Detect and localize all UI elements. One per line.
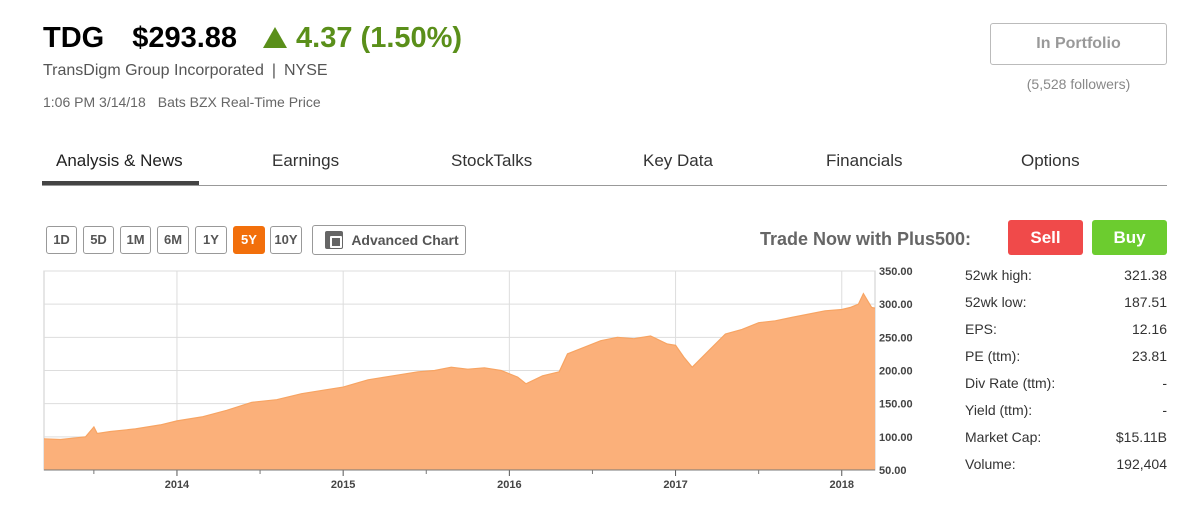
stat-row-eps: EPS: 12.16 (965, 319, 1167, 346)
stat-label: EPS: (965, 321, 997, 337)
x-tick-label: 2018 (830, 479, 854, 491)
x-tick-label: 2015 (331, 479, 355, 491)
range-button-1d[interactable]: 1D (46, 226, 77, 254)
price-chart[interactable]: 350.00 300.00 250.00 200.00 150.00 100.00 50.0… (40, 262, 920, 500)
expand-icon (325, 231, 344, 249)
tab-key-data[interactable]: Key Data (643, 151, 713, 170)
tab-stocktalks[interactable]: StockTalks (451, 151, 533, 170)
price-line (43, 292, 876, 441)
quote-time-info: 1:06 PM 3/14/18 Bats BZX Real-Time Price (43, 94, 321, 110)
chart-axes: 350.00 300.00 250.00 200.00 150.00 100.00 50.0… (44, 266, 913, 491)
range-button-10y[interactable]: 10Y (270, 226, 302, 254)
advanced-chart-button[interactable]: Advanced Chart (312, 225, 466, 255)
stat-value: - (1162, 402, 1167, 418)
x-tick-label: 2017 (663, 479, 687, 491)
ticker-symbol: TDG (43, 22, 105, 54)
company-name: TransDigm Group Incorporated (43, 62, 264, 79)
stat-label: 52wk high: (965, 267, 1032, 283)
stat-label: PE (ttm): (965, 348, 1021, 364)
separator: | (271, 62, 276, 79)
tab-analysis-news[interactable]: Analysis & News (56, 151, 183, 170)
quote-header: TDG $293.88 4.37 (1.50%) (43, 22, 462, 55)
stat-label: Yield (ttm): (965, 402, 1033, 418)
stat-row-52wk-high: 52wk high: 321.38 (965, 265, 1167, 292)
stat-value: 12.16 (1131, 321, 1167, 337)
range-button-1y[interactable]: 1Y (195, 226, 227, 254)
stat-value: 187.51 (1124, 294, 1167, 310)
section-tabs: Analysis & News Earnings StockTalks Key … (42, 140, 1167, 186)
tab-options[interactable]: Options (1021, 151, 1080, 170)
y-tick-label: 200.00 (879, 366, 913, 378)
company-info: TransDigm Group Incorporated | NYSE (43, 62, 328, 80)
y-tick-label: 50.00 (879, 465, 907, 477)
x-tick-label: 2014 (165, 479, 190, 491)
stat-row-market-cap: Market Cap: $15.11B (965, 427, 1167, 454)
exchange-name: NYSE (284, 62, 328, 79)
active-tab-indicator (42, 181, 199, 185)
followers-count: (5,528 followers) (1026, 76, 1131, 92)
stat-row-div-rate: Div Rate (ttm): - (965, 373, 1167, 400)
stat-label: Volume: (965, 456, 1016, 472)
stat-row-volume: Volume: 192,404 (965, 454, 1167, 481)
y-tick-label: 100.00 (879, 432, 913, 444)
y-tick-label: 150.00 (879, 399, 913, 411)
stat-value: 192,404 (1116, 456, 1167, 472)
price-area (44, 293, 875, 470)
stat-value: - (1162, 375, 1167, 391)
trade-now-label: Trade Now with Plus500: (760, 229, 972, 249)
range-button-1m[interactable]: 1M (120, 226, 151, 254)
y-tick-label: 350.00 (879, 266, 913, 278)
range-button-5y[interactable]: 5Y (233, 226, 265, 254)
range-button-6m[interactable]: 6M (157, 226, 189, 254)
advanced-chart-label: Advanced Chart (351, 232, 459, 248)
price-change: 4.37 (1.50%) (296, 22, 463, 54)
sell-button[interactable]: Sell (1008, 220, 1083, 255)
y-tick-label: 250.00 (879, 332, 913, 344)
buy-button[interactable]: Buy (1092, 220, 1167, 255)
in-portfolio-button[interactable]: In Portfolio (990, 23, 1167, 65)
key-stats-panel: 52wk high: 321.38 52wk low: 187.51 EPS: 12.… (965, 265, 1167, 481)
stat-label: Div Rate (ttm): (965, 375, 1056, 391)
x-tick-label: 2016 (497, 479, 521, 491)
tab-earnings[interactable]: Earnings (272, 151, 340, 170)
stat-value: 23.81 (1131, 348, 1167, 364)
price-source: Bats BZX Real-Time Price (157, 94, 321, 110)
stat-row-yield: Yield (ttm): - (965, 400, 1167, 427)
up-arrow-icon (263, 27, 288, 48)
stat-label: Market Cap: (965, 429, 1042, 445)
y-tick-label: 300.00 (879, 299, 913, 311)
range-button-5d[interactable]: 5D (83, 226, 114, 254)
stat-value: 321.38 (1124, 267, 1167, 283)
quote-timestamp: 1:06 PM 3/14/18 (43, 94, 146, 110)
stat-row-pe: PE (ttm): 23.81 (965, 346, 1167, 373)
stock-price: $293.88 (132, 22, 238, 54)
stat-value: $15.11B (1115, 429, 1167, 445)
stat-label: 52wk low: (965, 294, 1027, 310)
chart-area-layer (43, 292, 876, 470)
stat-row-52wk-low: 52wk low: 187.51 (965, 292, 1167, 319)
tab-financials[interactable]: Financials (826, 151, 903, 170)
